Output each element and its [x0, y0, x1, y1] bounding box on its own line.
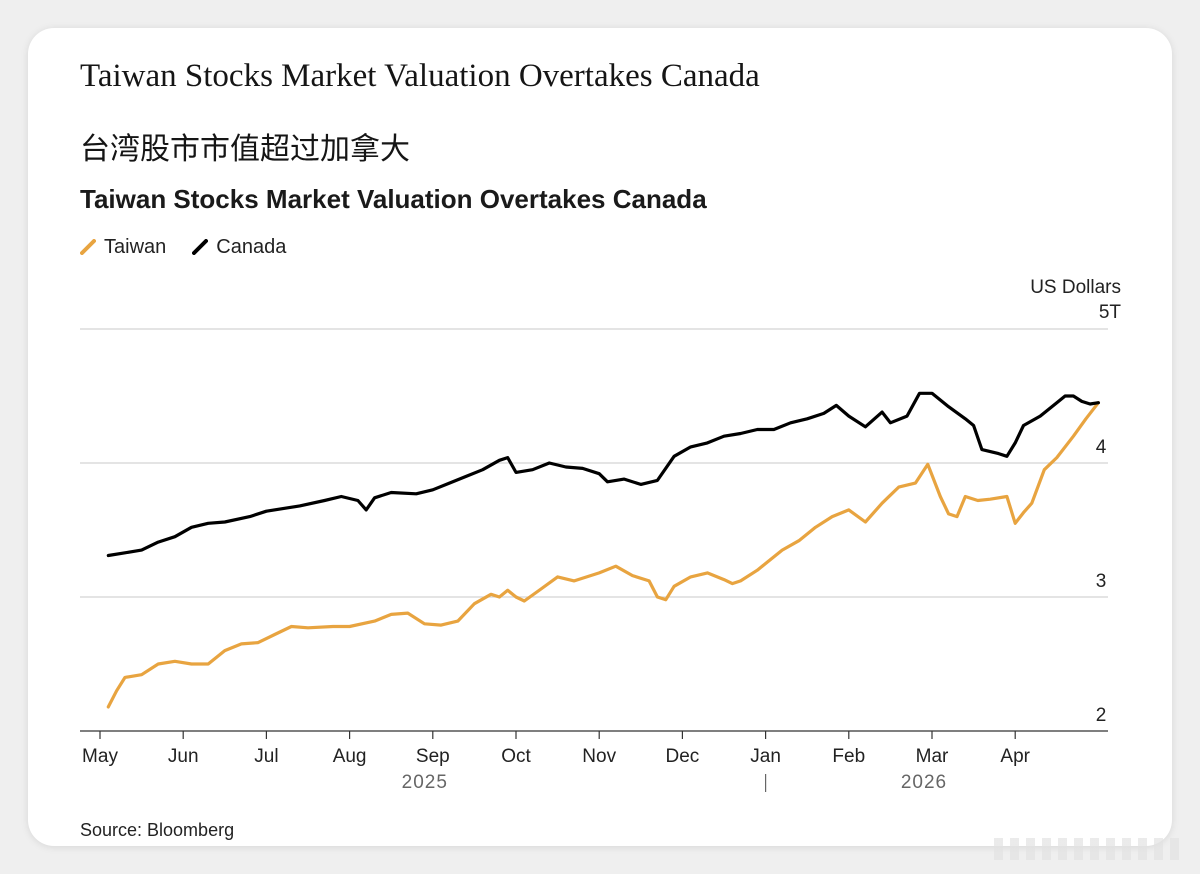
series-lines	[106, 391, 1100, 709]
x-tick-label-sep: Sep	[416, 746, 450, 767]
series-line-canada	[106, 391, 1100, 558]
legend-swatch-canada	[192, 239, 209, 255]
x-tick-label-dec: Dec	[666, 746, 700, 767]
headline: Taiwan Stocks Market Valuation Overtakes…	[80, 58, 760, 94]
year-label-2025: 2025	[402, 772, 448, 793]
x-tick-label-nov: Nov	[582, 746, 616, 767]
y-tick-label-3: 3	[1096, 571, 1107, 592]
legend-label-canada: Canada	[216, 235, 287, 258]
x-tick-label-may: May	[82, 746, 118, 767]
y-tick-label-4: 4	[1096, 437, 1107, 458]
legend-swatch-taiwan	[80, 239, 96, 255]
year-label-2026: 2026	[901, 772, 947, 793]
x-tick-label-jun: Jun	[168, 746, 199, 767]
legend-item-taiwan: Taiwan	[80, 236, 166, 259]
x-axis: May Jun Jul Aug Sep Oct Nov Dec Jan Feb Mar Apr 2025…	[80, 730, 1108, 793]
y-axis-unit-label: US Dollars	[1030, 277, 1121, 298]
y-axis-ticks: 2 3 4 5T	[1096, 302, 1122, 726]
x-tick-label-apr: Apr	[1000, 746, 1030, 767]
x-tick-label-jan: Jan	[750, 746, 781, 767]
grid-lines	[80, 328, 1108, 598]
watermark	[994, 838, 1184, 860]
x-tick-label-jul: Jul	[254, 746, 278, 767]
x-tick-label-mar: Mar	[916, 746, 949, 767]
legend-label-taiwan: Taiwan	[104, 235, 167, 258]
legend: Taiwan Canada	[80, 234, 312, 260]
chart-title: Taiwan Stocks Market Valuation Overtakes…	[80, 184, 707, 214]
series-line-taiwan	[106, 401, 1100, 709]
legend-item-canada: Canada	[192, 236, 286, 259]
y-tick-label-2: 2	[1096, 705, 1107, 726]
y-tick-label-5: 5T	[1099, 302, 1122, 323]
x-tick-label-aug: Aug	[333, 746, 367, 767]
source-note: Source: Bloomberg	[80, 820, 235, 840]
chart-card	[28, 28, 1172, 846]
x-tick-label-feb: Feb	[832, 746, 865, 767]
headline-chinese: 台湾股市市值超过加拿大	[80, 132, 410, 167]
x-tick-label-oct: Oct	[501, 746, 531, 767]
